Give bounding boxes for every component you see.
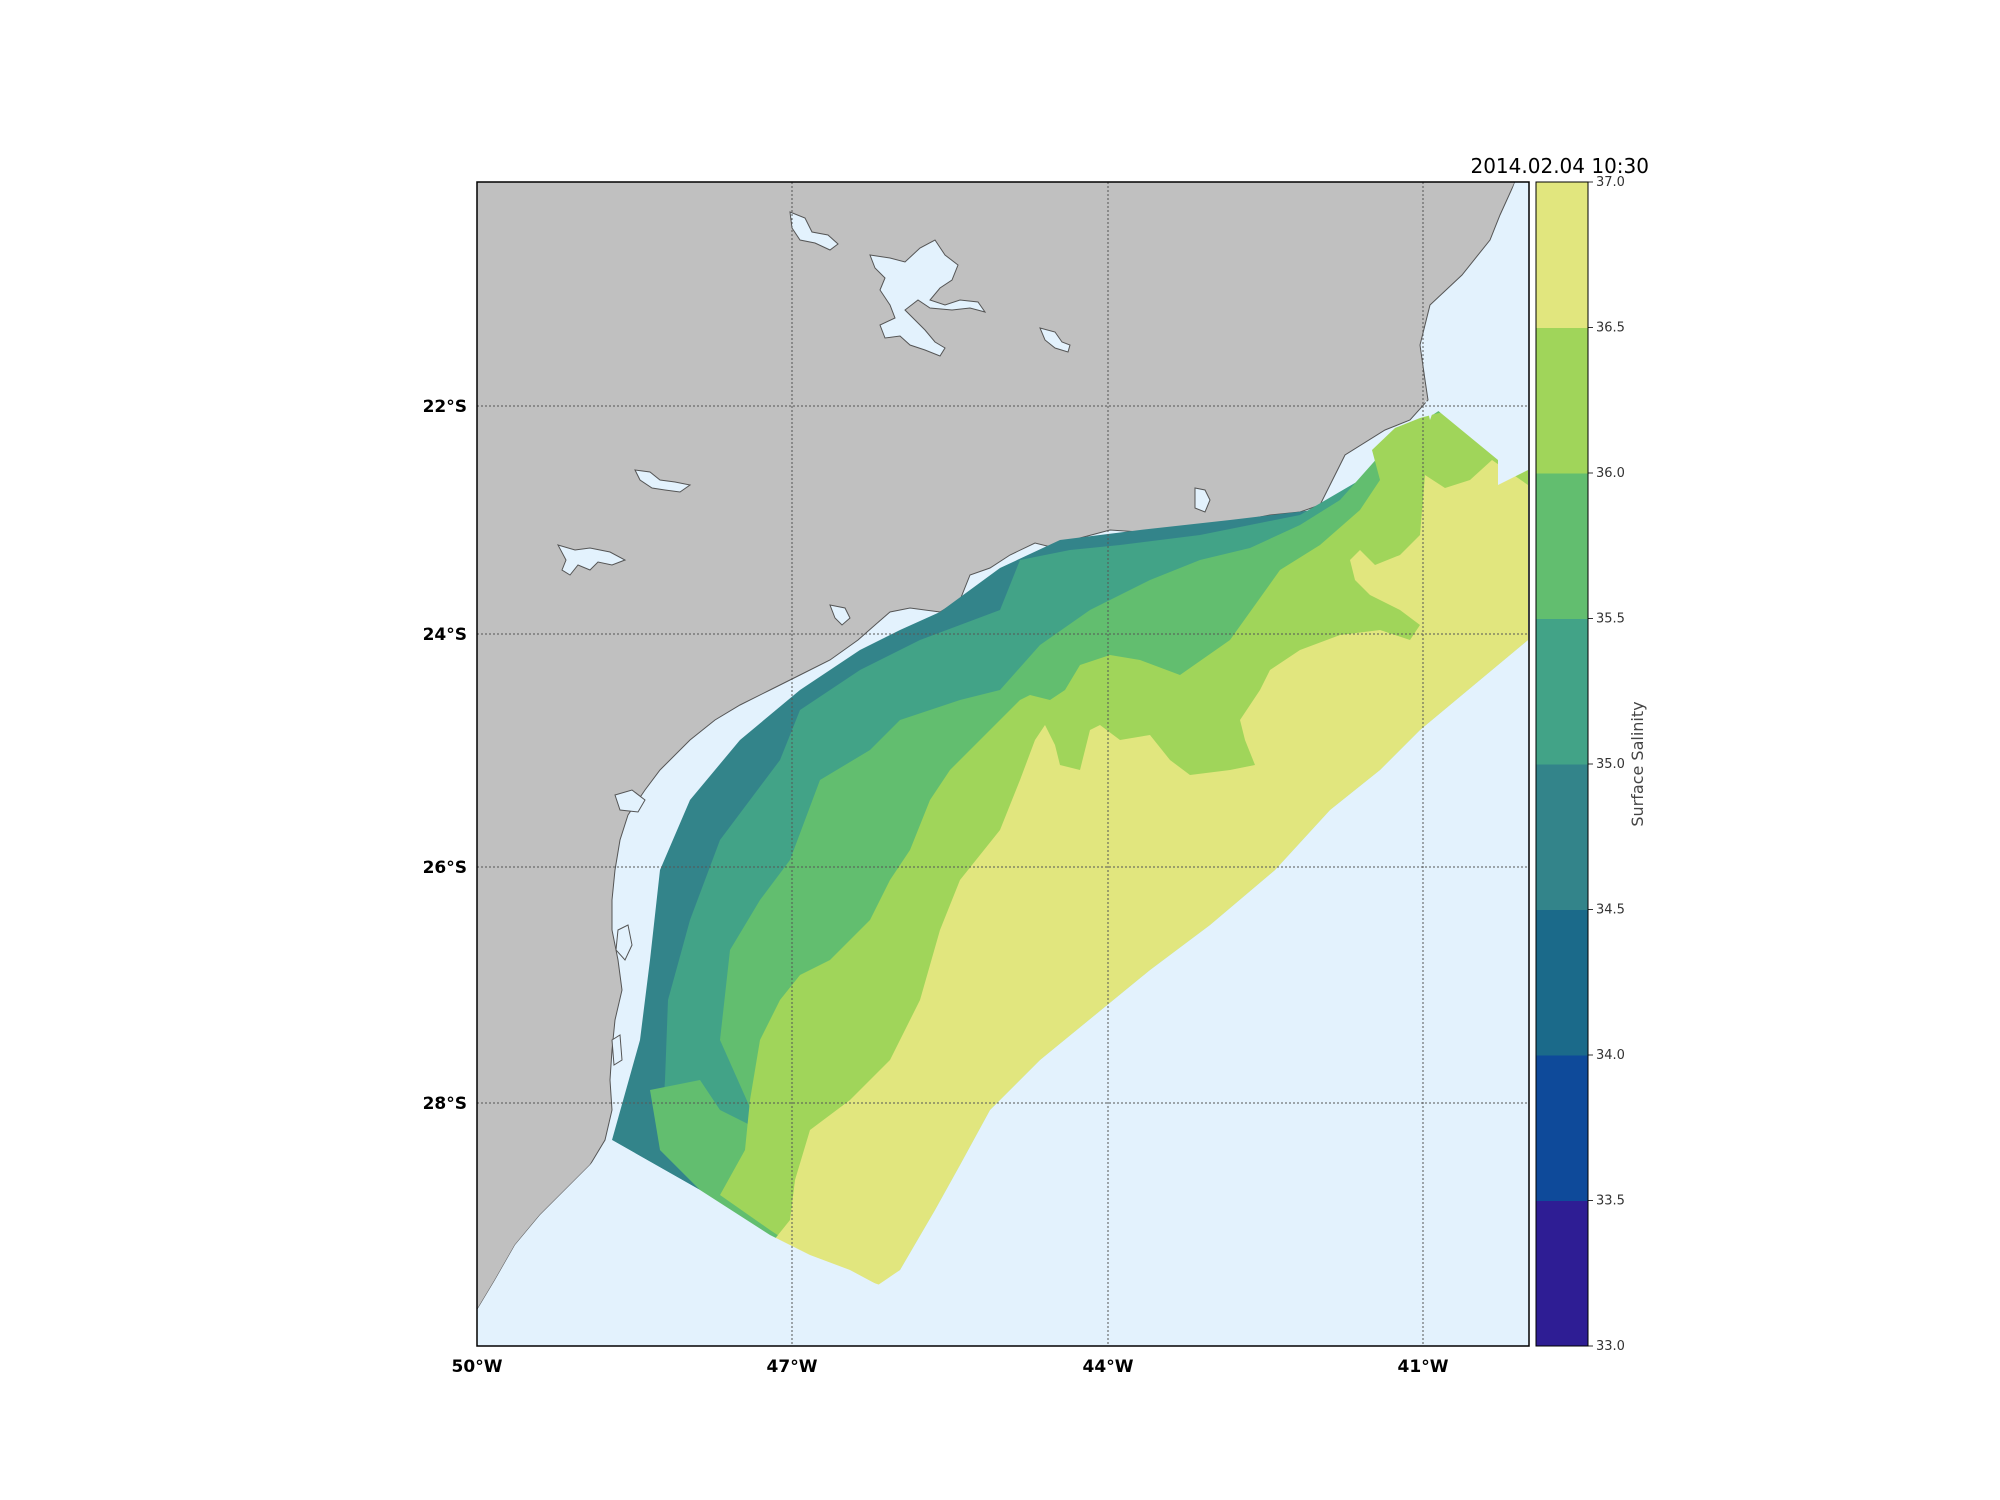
lake xyxy=(1194,487,1211,513)
colorbar-bin xyxy=(1536,909,1588,1056)
lagoon xyxy=(611,1034,623,1066)
colorbar-bin xyxy=(1536,182,1588,328)
colorbar-frame xyxy=(1535,181,1589,1347)
timestamp: 2014.02.04 10:30 xyxy=(1470,154,1649,178)
lagoon xyxy=(614,789,646,813)
colorbar-bin xyxy=(1536,1055,1588,1201)
colorbar-label: Surface Salinity xyxy=(1628,701,1647,826)
colorbar-tick-label: 37.0 xyxy=(1596,175,1625,190)
colorbar-tick-label: 35.5 xyxy=(1596,612,1625,627)
lon-label-50w: 50°W xyxy=(452,1357,503,1377)
outside-domain xyxy=(477,640,1528,1346)
colorbar-tick-label: 33.5 xyxy=(1596,1194,1625,1209)
lagoon xyxy=(615,924,633,961)
colorbar-tick-label: 34.0 xyxy=(1596,1048,1625,1063)
colorbar-tick-label: 36.5 xyxy=(1596,321,1625,336)
lake xyxy=(869,239,987,357)
lat-label-24s: 24°S xyxy=(423,625,467,645)
lake xyxy=(556,544,627,576)
lon-label-44w: 44°W xyxy=(1083,1357,1134,1377)
lon-label-47w: 47°W xyxy=(767,1357,818,1377)
gridlines xyxy=(477,182,1529,1346)
colorbar-tick-label: 35.0 xyxy=(1596,757,1625,772)
lon-label-41w: 41°W xyxy=(1398,1357,1449,1377)
colorbar-tick-label: 36.0 xyxy=(1596,466,1625,481)
colorbar-bin xyxy=(1536,764,1588,910)
colorbar-bin xyxy=(1536,473,1588,619)
lake xyxy=(634,469,692,493)
lat-label-22s: 22°S xyxy=(423,397,467,417)
lat-label-28s: 28°S xyxy=(423,1094,467,1114)
colorbar: 33.0 33.5 34.0 34.5 35.0 35.5 36.0 36.5 37.0 xyxy=(1536,175,1625,1354)
map-frame xyxy=(476,181,1530,1347)
colorbar-tick-label: 33.0 xyxy=(1596,1339,1625,1354)
lake xyxy=(789,211,839,251)
map-area xyxy=(477,182,1529,1346)
lat-label-26s: 26°S xyxy=(423,858,467,878)
colorbar-bin xyxy=(1536,327,1588,474)
colorbar-tick-label: 34.5 xyxy=(1596,903,1625,918)
lake xyxy=(1039,327,1071,353)
land xyxy=(477,182,1516,1311)
colorbar-bin xyxy=(1536,618,1588,765)
lake xyxy=(829,604,851,626)
colorbar-bin xyxy=(1536,1200,1588,1347)
salinity-band-36.5-37.0 xyxy=(770,460,1528,1285)
outside-domain xyxy=(1425,182,1528,485)
